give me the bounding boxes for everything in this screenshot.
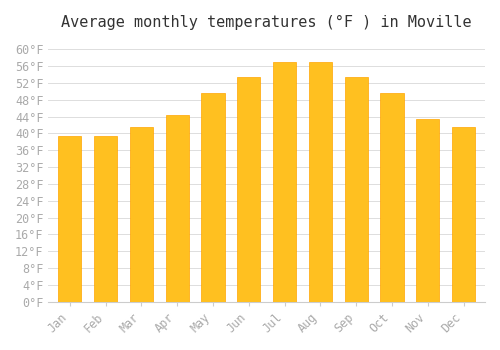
Bar [344, 77, 368, 302]
Bar [273, 62, 296, 302]
Bar [237, 77, 260, 302]
Bar [130, 127, 153, 302]
Bar [202, 93, 224, 302]
Bar [166, 114, 189, 302]
Bar [308, 62, 332, 302]
Bar [416, 119, 440, 302]
Title: Average monthly temperatures (°F ) in Moville: Average monthly temperatures (°F ) in Mo… [62, 15, 472, 30]
Bar [380, 93, 404, 302]
Bar [94, 135, 118, 302]
Bar [452, 127, 475, 302]
Bar [58, 135, 82, 302]
